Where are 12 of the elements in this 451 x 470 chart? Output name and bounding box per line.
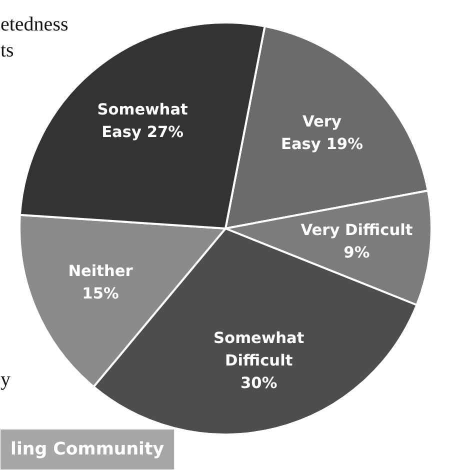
text: ts xyxy=(0,40,14,62)
slice-label: Very Difficult xyxy=(300,221,413,240)
data-label: 30% xyxy=(240,374,278,392)
data-label: 15% xyxy=(82,284,119,302)
slice-label: Neither xyxy=(68,262,134,280)
slice-label: Somewhat Easy 27% xyxy=(97,100,188,142)
text: etedness xyxy=(0,14,68,36)
text: ling Community xyxy=(10,440,164,460)
data-label: 9% xyxy=(344,244,370,262)
slice-label: Somewhat Difficult xyxy=(214,328,304,370)
text: y xyxy=(0,368,10,390)
slice-label: Very Easy 19% xyxy=(280,112,363,153)
